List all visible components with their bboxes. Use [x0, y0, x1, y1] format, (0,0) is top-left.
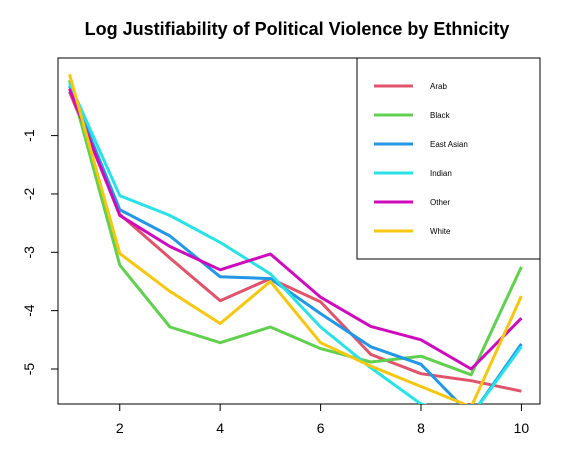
- legend-label: Indian: [430, 169, 452, 178]
- y-axis: -1 -2 -3 -4 -5: [21, 129, 58, 375]
- series-group: [68, 73, 523, 404]
- y-tick-label: -4: [21, 304, 37, 317]
- chart-title: Log Justifiability of Political Violence…: [85, 19, 510, 39]
- legend-box: [356, 57, 541, 260]
- series-line-east-asian: [68, 85, 523, 404]
- x-axis: 2 4 6 8 10: [116, 404, 530, 436]
- legend-label: Arab: [430, 82, 447, 91]
- x-tick-label: 6: [317, 420, 325, 436]
- x-tick-label: 8: [417, 420, 425, 436]
- x-tick-label: 4: [216, 420, 224, 436]
- series-line-arab: [68, 91, 522, 393]
- y-tick-label: -2: [21, 188, 37, 201]
- legend-label: East Asian: [430, 140, 468, 149]
- series-line-other: [68, 88, 523, 371]
- series-line-indian: [68, 82, 523, 404]
- legend: Arab Black East Asian Indian Other White: [356, 57, 541, 260]
- x-tick-label: 10: [514, 420, 530, 436]
- series-line-white: [68, 73, 523, 404]
- x-tick-label: 2: [116, 420, 124, 436]
- legend-label: White: [430, 227, 451, 236]
- legend-label: Black: [430, 111, 451, 120]
- y-tick-label: -1: [21, 129, 37, 142]
- legend-label: Other: [430, 198, 450, 207]
- y-tick-label: -3: [21, 246, 37, 259]
- y-tick-label: -5: [21, 363, 37, 376]
- series-line-black: [68, 79, 523, 377]
